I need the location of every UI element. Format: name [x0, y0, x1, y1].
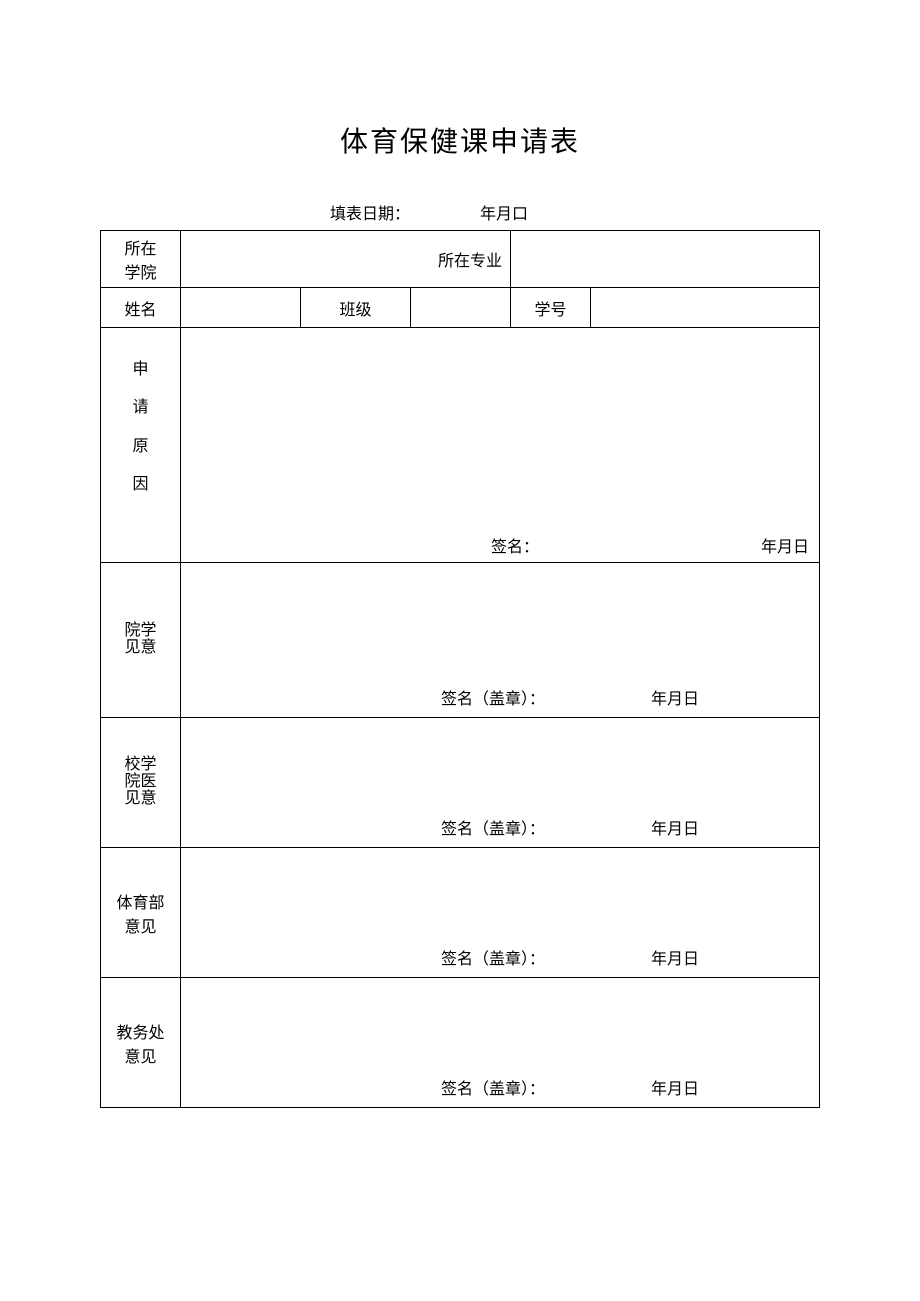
label-reason-ext — [101, 528, 181, 563]
applicant-signature-cell: 签名： 年月日 — [181, 528, 820, 563]
op1-sig-label: 签名（盖章）： — [441, 685, 545, 709]
label-college: 所在 学院 — [101, 231, 181, 288]
reason-char-4: 因 — [105, 466, 176, 504]
form-title: 体育保健课申请表 — [100, 120, 820, 160]
op3-sig-label: 签名（盖章）： — [441, 945, 545, 969]
value-opinion-pe: 签名（盖章）： 年月日 — [181, 848, 820, 978]
op2-c3: 见 — [124, 791, 140, 808]
op1-c4: 意 — [141, 640, 157, 657]
op4-sig-label: 签名（盖章）： — [441, 1075, 545, 1099]
row-name: 姓名 班级 学号 — [101, 288, 820, 328]
value-opinion-academic: 签名（盖章）： 年月日 — [181, 978, 820, 1108]
value-name — [181, 288, 301, 328]
label-opinion-college: 院见学意 — [101, 563, 181, 718]
op2-c4: 学 — [141, 757, 157, 774]
reason-char-1: 申 — [105, 351, 176, 389]
op2-c5: 医 — [141, 774, 157, 791]
row-opinion-academic: 教务处 意见 签名（盖章）： 年月日 — [101, 978, 820, 1108]
label-opinion-pe: 体育部 意见 — [101, 848, 181, 978]
label-student-id: 学号 — [511, 288, 591, 328]
row-applicant-signature: 签名： 年月日 — [101, 528, 820, 563]
op1-date: 年月日 — [651, 685, 699, 709]
value-opinion-medical: 签名（盖章）： 年月日 — [181, 718, 820, 848]
op1-c3: 学 — [141, 623, 157, 640]
row-college: 所在 学院 所在专业 — [101, 231, 820, 288]
op3-date: 年月日 — [651, 945, 699, 969]
fill-date-prefix: 填表日期： — [330, 206, 410, 223]
label-reason: 申 请 原 因 — [101, 328, 181, 528]
op3-l2: 意见 — [105, 913, 176, 937]
applicant-sig-label: 签名： — [491, 539, 539, 556]
op2-sig-label: 签名（盖章）： — [441, 815, 545, 839]
row-opinion-college: 院见学意 签名（盖章）： 年月日 — [101, 563, 820, 718]
label-college-1: 所在 — [124, 241, 156, 258]
row-opinion-pe: 体育部 意见 签名（盖章）： 年月日 — [101, 848, 820, 978]
value-student-id — [591, 288, 820, 328]
reason-char-2: 请 — [105, 389, 176, 427]
label-name: 姓名 — [101, 288, 181, 328]
label-class: 班级 — [301, 288, 411, 328]
fill-date-suffix: 年月口 — [480, 206, 528, 223]
value-major — [511, 231, 820, 288]
op4-l1: 教务处 — [105, 1019, 176, 1043]
op1-c1: 院 — [124, 623, 140, 640]
row-reason: 申 请 原 因 — [101, 328, 820, 528]
op2-c6: 意 — [141, 791, 157, 808]
op2-date: 年月日 — [651, 815, 699, 839]
application-table: 所在 学院 所在专业 姓名 班级 学号 申 请 原 因 签名： 年月日 院见学意 — [100, 230, 820, 1108]
reason-char-3: 原 — [105, 428, 176, 466]
op2-c1: 校 — [124, 757, 140, 774]
label-opinion-academic: 教务处 意见 — [101, 978, 181, 1108]
label-college-2: 学院 — [124, 265, 156, 282]
label-major: 所在专业 — [181, 231, 511, 288]
op4-date: 年月日 — [651, 1075, 699, 1099]
op2-c2: 院 — [124, 774, 140, 791]
value-class — [411, 288, 511, 328]
row-opinion-medical: 校院见学医意 签名（盖章）： 年月日 — [101, 718, 820, 848]
label-opinion-medical: 校院见学医意 — [101, 718, 181, 848]
value-opinion-college: 签名（盖章）： 年月日 — [181, 563, 820, 718]
applicant-sig-date: 年月日 — [761, 533, 809, 557]
value-reason — [181, 328, 820, 528]
fill-date-line: 填表日期： 年月口 — [330, 200, 820, 224]
op1-c2: 见 — [124, 640, 140, 657]
op4-l2: 意见 — [105, 1043, 176, 1067]
op3-l1: 体育部 — [105, 889, 176, 913]
